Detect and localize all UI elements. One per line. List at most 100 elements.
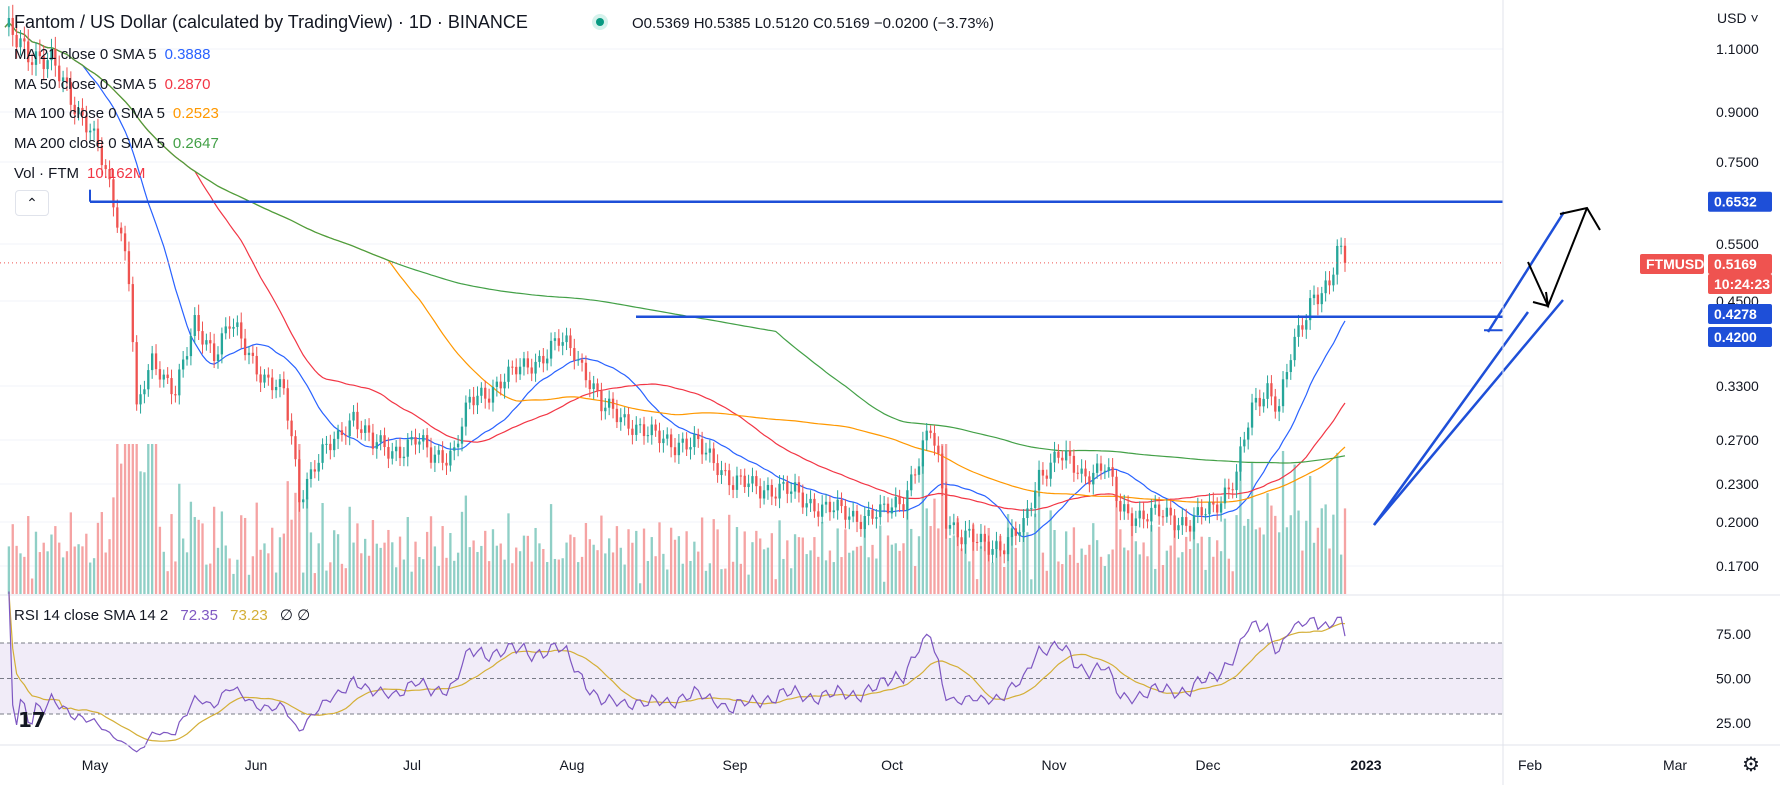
volume-bar <box>894 543 897 594</box>
volume-bar <box>46 551 49 594</box>
legend-ma100[interactable]: MA 100 close 0 SMA 5 0.2523 <box>14 105 219 122</box>
candle-body <box>317 462 320 472</box>
candle-body <box>886 503 890 514</box>
volume-bar <box>828 550 832 594</box>
candle-body <box>658 430 661 444</box>
volume-bar <box>747 574 750 594</box>
candle-body <box>143 389 146 395</box>
volume-bar <box>1076 562 1079 594</box>
gear-icon[interactable]: ⚙ <box>1742 754 1760 776</box>
candle-body <box>1169 507 1172 516</box>
candle-body <box>882 503 886 505</box>
candle-body <box>69 82 72 105</box>
volume-bar <box>205 564 208 594</box>
volume-bar <box>569 534 572 594</box>
candle-body <box>1111 467 1114 477</box>
volume-bar <box>1014 547 1017 594</box>
tradingview-logo-icon[interactable]: 17 <box>18 708 46 732</box>
volume-bar <box>1301 550 1304 594</box>
candle-body <box>220 333 224 355</box>
candle-body <box>127 251 131 285</box>
candle-body <box>1064 450 1068 461</box>
volume-bar <box>793 534 797 594</box>
candle-body <box>487 398 491 403</box>
candle-body <box>755 476 758 487</box>
legend-value: 0.2523 <box>172 105 219 122</box>
volume-bar <box>96 522 100 594</box>
volume-bar <box>414 541 417 594</box>
volume-bar <box>499 543 502 594</box>
volume-bar <box>1262 534 1265 594</box>
candle-body <box>929 430 932 433</box>
candle-body <box>472 396 475 406</box>
legend-ma200[interactable]: MA 200 close 0 SMA 5 0.2647 <box>14 135 219 152</box>
volume-bar <box>700 517 704 594</box>
candle-body <box>1053 451 1056 463</box>
candle-body <box>906 490 909 511</box>
volume-bar <box>910 528 913 594</box>
support-resistance-lines[interactable] <box>89 189 1503 332</box>
candle-body <box>1057 451 1060 458</box>
candle-body <box>1095 463 1099 473</box>
volume-bar <box>147 444 150 594</box>
time-axis[interactable]: May Jun Jul Aug Sep Oct Nov Dec 2023 Feb Mar <box>0 744 1780 773</box>
volume-bar <box>116 444 119 594</box>
volume-bar <box>1305 520 1308 594</box>
volume-bar <box>1173 516 1176 594</box>
volume-bar <box>805 554 808 594</box>
volume-bar <box>774 579 777 594</box>
candle-body <box>290 420 293 437</box>
currency-selector[interactable]: USD ˅ <box>1717 10 1759 26</box>
candle-body <box>1072 455 1076 473</box>
candle-body <box>224 326 227 334</box>
collapse-legend-button[interactable]: ⌃ <box>15 190 49 216</box>
volume-bar <box>588 539 591 594</box>
volume-bar <box>1188 549 1192 594</box>
candle-body <box>205 340 208 345</box>
candle-body <box>875 517 878 519</box>
volume-bar <box>178 483 181 594</box>
candle-body <box>383 435 386 448</box>
candle-body <box>484 387 487 399</box>
volume-bar <box>216 547 220 594</box>
candle-body <box>46 60 49 70</box>
candle-body <box>654 424 657 431</box>
trend-line-upper <box>1486 211 1566 333</box>
candle-body <box>1250 402 1254 428</box>
volume-bar <box>81 546 84 594</box>
volume-bar <box>263 543 266 594</box>
volume-bar <box>495 545 499 594</box>
legend-ma21[interactable]: MA 21 close 0 SMA 5 0.3888 <box>14 46 210 63</box>
price-tick-label: 1.1000 <box>1716 41 1759 57</box>
time-tick-label: Oct <box>881 757 903 773</box>
candle-body <box>1084 468 1087 477</box>
volume-bar <box>1328 548 1331 594</box>
candle-body <box>325 443 328 445</box>
volume-bar <box>356 523 359 594</box>
candle-body <box>1018 532 1021 536</box>
rsi-legend[interactable]: RSI 14 close SMA 14 2 72.35 73.23 ∅ ∅ <box>14 606 310 624</box>
candle-body <box>1030 508 1033 510</box>
volume-bar <box>848 552 851 594</box>
volume-bar <box>766 547 770 594</box>
volume-bar <box>937 528 940 594</box>
candle-body <box>1208 501 1211 515</box>
candle-body <box>1119 500 1122 512</box>
trend-drawings[interactable] <box>0 206 1601 526</box>
legend-value: 0.2647 <box>172 135 219 152</box>
candle-body <box>333 438 336 451</box>
legend-volume[interactable]: Vol · FTM 10.162M <box>14 165 145 182</box>
candle-body <box>437 450 440 455</box>
volume-bar <box>797 537 801 594</box>
volume-bar <box>546 562 549 594</box>
candle-body <box>422 435 425 442</box>
volume-bar <box>329 562 332 594</box>
candle-body <box>364 425 367 433</box>
volume-bar <box>1053 529 1056 594</box>
legend-ma50[interactable]: MA 50 close 0 SMA 5 0.2870 <box>14 76 210 93</box>
price-axis[interactable]: 1.10000.90000.75000.55000.45000.33000.27… <box>1502 0 1772 785</box>
volume-bar <box>1204 569 1207 594</box>
candle-body <box>123 233 127 252</box>
rsi-tick-label: 50.00 <box>1716 671 1751 687</box>
